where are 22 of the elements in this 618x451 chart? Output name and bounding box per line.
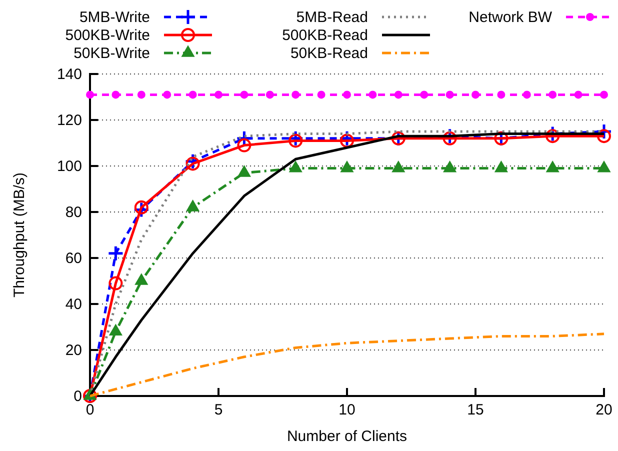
y-tick-label: 100 [56,158,82,175]
x-tick-label: 5 [214,402,223,419]
y-tick-label: 60 [65,250,82,267]
legend-label: 500KB-Read [282,27,368,44]
y-tick-label: 40 [65,296,82,313]
legend-label: 50KB-Read [290,45,368,62]
y-axis-title: Throughput (MB/s) [11,172,28,298]
x-tick-label: 0 [86,402,94,419]
x-tick-label: 15 [467,402,484,419]
legend-label: 5MB-Write [79,9,150,26]
legend-label: 500KB-Write [65,27,150,44]
x-tick-label: 20 [596,402,612,419]
y-tick-label: 120 [56,112,82,129]
legend-label: Network BW [468,9,553,26]
legend-label: 50KB-Write [74,45,150,62]
y-tick-label: 140 [56,66,82,83]
x-tick-label: 10 [338,402,356,419]
y-tick-label: 80 [65,204,82,221]
y-tick-label: 0 [74,388,82,405]
x-axis-title: Number of Clients [286,428,408,445]
legend-label: 5MB-Read [296,9,368,26]
y-tick-label: 20 [65,342,82,359]
